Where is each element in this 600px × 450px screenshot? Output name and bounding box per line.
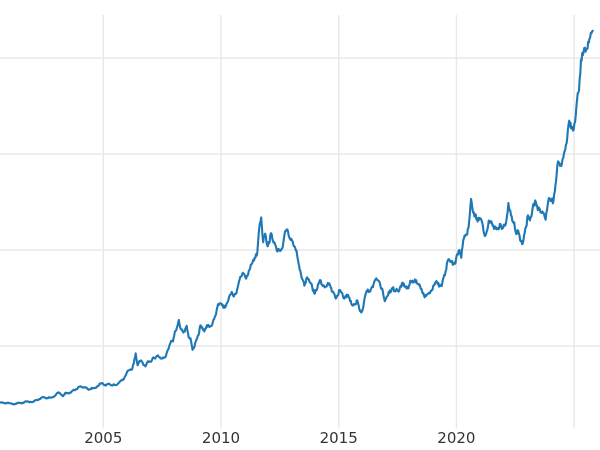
x-tick-label: 2005	[84, 429, 122, 447]
x-tick-label: 2010	[202, 429, 240, 447]
x-tick-label: 2020	[437, 429, 475, 447]
x-tick-label: 2015	[320, 429, 358, 447]
price-line	[0, 29, 594, 406]
